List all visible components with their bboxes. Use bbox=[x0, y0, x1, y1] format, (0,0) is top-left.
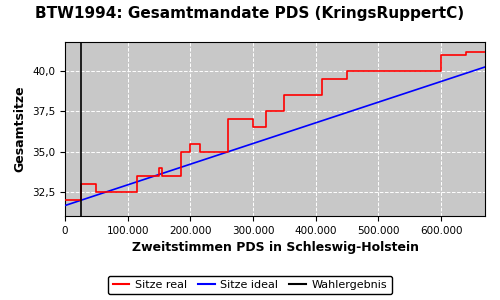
X-axis label: Zweitstimmen PDS in Schleswig-Holstein: Zweitstimmen PDS in Schleswig-Holstein bbox=[132, 241, 418, 254]
Text: BTW1994: Gesamtmandate PDS (KringsRuppertC): BTW1994: Gesamtmandate PDS (KringsRupper… bbox=[36, 6, 465, 21]
Legend: Sitze real, Sitze ideal, Wahlergebnis: Sitze real, Sitze ideal, Wahlergebnis bbox=[108, 276, 392, 294]
Y-axis label: Gesamtsitze: Gesamtsitze bbox=[14, 86, 26, 172]
